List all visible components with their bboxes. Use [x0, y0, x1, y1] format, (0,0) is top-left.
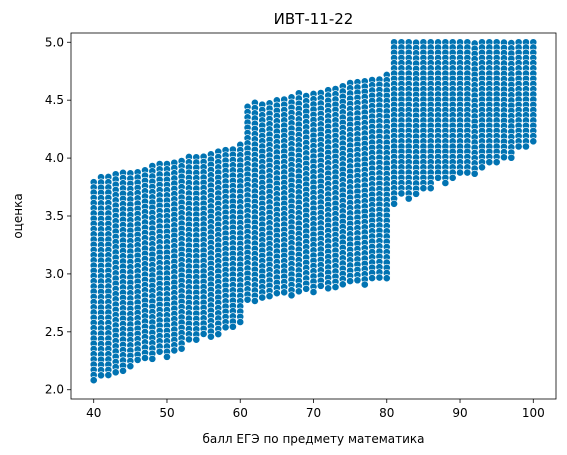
x-tick-label: 60 [233, 406, 248, 420]
data-point [89, 376, 98, 385]
data-point [207, 332, 215, 341]
x-tick-label: 50 [159, 406, 174, 420]
data-point [155, 347, 164, 356]
data-point [426, 184, 435, 193]
data-point [302, 284, 311, 293]
data-point [338, 280, 347, 289]
data-point [529, 137, 538, 146]
data-point [243, 295, 252, 304]
data-point [346, 277, 355, 285]
data-point [294, 287, 303, 296]
x-tick-label: 80 [379, 406, 394, 420]
data-point [485, 158, 494, 167]
data-point [441, 179, 450, 187]
data-point [236, 318, 245, 326]
y-axis-label: оценка [11, 193, 25, 238]
data-point [478, 163, 486, 172]
data-point [463, 168, 472, 177]
data-point [119, 366, 127, 375]
data-point [500, 153, 508, 162]
data-point [382, 274, 391, 283]
data-point [522, 142, 530, 151]
data-point [419, 184, 428, 193]
data-point [141, 354, 149, 362]
data-point [214, 330, 223, 339]
data-point [316, 281, 325, 290]
data-point [148, 354, 157, 363]
y-tick-label: 3.0 [45, 267, 64, 281]
data-point [360, 280, 369, 289]
data-point [280, 288, 289, 297]
chart-title: ИВТ-11-22 [274, 10, 354, 28]
data-point [258, 293, 267, 302]
data-point [221, 323, 230, 332]
y-tick-label: 4.0 [45, 151, 64, 165]
data-point [229, 322, 237, 331]
data-point [324, 284, 333, 293]
data-points [89, 38, 538, 385]
data-point [309, 288, 318, 296]
data-point [199, 330, 208, 338]
y-tick-label: 5.0 [45, 35, 64, 49]
x-tick-label: 40 [86, 406, 101, 420]
data-point [434, 173, 442, 182]
data-point [250, 296, 259, 305]
data-point [272, 289, 281, 298]
data-point [170, 346, 179, 355]
data-point [507, 153, 516, 162]
data-point [111, 368, 120, 377]
data-point [375, 273, 384, 282]
data-point [390, 199, 398, 208]
data-point [353, 276, 362, 285]
data-point [492, 158, 501, 167]
data-point [104, 371, 113, 379]
data-point [287, 291, 296, 300]
data-point [265, 292, 274, 301]
axis-ticks: 40 50 60 70 80 90 100 2.0 2.5 3.0 3.5 4.0 4.5 5.0 [45, 35, 545, 420]
data-point [163, 352, 171, 361]
x-tick-label: 70 [306, 406, 321, 420]
data-point [456, 168, 464, 177]
y-tick-label: 2.0 [45, 383, 64, 397]
data-point [97, 371, 105, 380]
x-tick-label: 100 [522, 406, 545, 420]
x-axis-label: балл ЕГЭ по предмету математика [202, 432, 424, 446]
data-point [185, 335, 193, 344]
data-point [397, 189, 406, 198]
data-point [126, 362, 135, 371]
data-point [404, 194, 413, 203]
data-point [177, 344, 186, 353]
y-tick-label: 4.5 [45, 93, 64, 107]
data-point [133, 355, 142, 364]
x-tick-label: 90 [452, 406, 467, 420]
data-point [412, 189, 420, 198]
data-point [470, 169, 479, 178]
data-point [192, 335, 201, 344]
data-point [331, 283, 340, 291]
y-tick-label: 2.5 [45, 325, 64, 339]
data-point [448, 173, 457, 182]
y-tick-label: 3.5 [45, 209, 64, 223]
data-point [514, 142, 523, 151]
data-point [368, 274, 377, 282]
